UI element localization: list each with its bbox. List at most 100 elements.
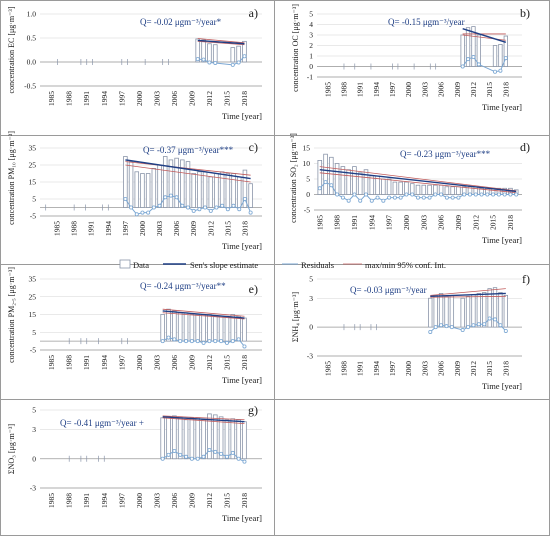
y-tick-label: 5 <box>32 406 36 415</box>
data-bar <box>346 169 351 195</box>
x-tick-label: 2000 <box>135 355 144 370</box>
residual-point <box>160 456 165 461</box>
residual-point <box>189 339 194 344</box>
data-bar <box>329 156 334 195</box>
data-bar <box>197 171 202 208</box>
y-tick-label: 25 <box>29 161 37 170</box>
conf-lower-line <box>125 164 251 183</box>
residual-point <box>224 454 229 459</box>
data-bar <box>207 43 212 63</box>
x-tick-label: 1988 <box>333 215 342 230</box>
x-tick-label: 2009 <box>187 355 196 370</box>
data-bar <box>172 415 177 460</box>
y-tick-label: -5 <box>304 206 310 215</box>
x-tick-label: 2012 <box>469 361 478 376</box>
x-tick-label: 1985 <box>323 82 332 97</box>
x-axis-label: Time [year] <box>222 111 262 121</box>
residual-point <box>460 328 465 333</box>
residual-point <box>242 196 247 201</box>
data-bar <box>498 292 503 328</box>
data-bar <box>212 44 218 63</box>
x-tick-label: 2009 <box>454 215 463 230</box>
x-tick-label: 2003 <box>152 355 161 370</box>
residual-point <box>230 62 235 67</box>
x-tick-label: 2000 <box>135 91 144 106</box>
data-bar <box>392 181 398 195</box>
x-tick-label: 1985 <box>47 355 56 370</box>
x-tick-label: 2015 <box>485 82 494 97</box>
legend: Data Sen's slope estimate Residuals max/… <box>119 259 446 270</box>
conf-lower-line <box>319 172 517 194</box>
sen-slope-line <box>430 292 506 298</box>
residual-point <box>225 207 230 212</box>
conf-upper-line <box>162 308 245 317</box>
x-tick-label: 2012 <box>206 221 215 236</box>
residual-point <box>503 56 508 61</box>
y-tick-label: 25 <box>29 292 37 301</box>
residual-point <box>236 337 241 342</box>
data-bar <box>465 295 471 328</box>
data-bar <box>503 294 508 328</box>
y-tick-label: -1 <box>307 73 313 82</box>
data-bar <box>428 297 433 328</box>
data-bar <box>386 178 392 195</box>
residual-point <box>410 192 415 197</box>
panel-label: g) <box>248 403 258 417</box>
residual-point <box>317 186 322 191</box>
data-bar <box>123 156 128 208</box>
conf-lower-line <box>430 295 506 298</box>
x-tick-label: 2018 <box>501 82 510 97</box>
legend-sen-label: Sen's slope estimate <box>190 260 258 270</box>
residual-point <box>460 64 465 69</box>
data-bar <box>160 417 165 460</box>
residual-point <box>476 62 481 67</box>
residual-point <box>450 195 455 200</box>
x-tick-label: 2003 <box>420 361 429 376</box>
x-tick-label: 2018 <box>240 91 249 106</box>
residual-point <box>201 454 206 459</box>
residual-point <box>189 456 194 461</box>
residual-point <box>514 192 519 197</box>
residual-point <box>467 192 472 197</box>
x-tick-label: 1991 <box>356 82 365 97</box>
data-bar <box>363 169 369 195</box>
x-tick-label: 2009 <box>189 221 198 236</box>
x-tick-label: 2015 <box>222 91 231 106</box>
data-bar <box>151 167 157 208</box>
panel-label: c) <box>249 140 258 154</box>
residual-point <box>421 195 426 200</box>
x-tick-label: 1997 <box>121 221 130 236</box>
residual-point <box>323 180 328 185</box>
data-bar <box>236 45 241 63</box>
x-tick-label: 2009 <box>453 82 462 97</box>
y-tick-label: 5 <box>32 328 36 337</box>
residual-point <box>207 339 212 344</box>
data-bar <box>219 171 225 208</box>
residual-point <box>498 68 503 73</box>
data-bar <box>214 173 219 208</box>
data-bar <box>476 293 481 328</box>
y-tick-label: 3 <box>32 425 36 434</box>
x-tick-label: 1985 <box>47 493 56 508</box>
data-bar <box>492 45 498 67</box>
x-axis-label: Time [year] <box>482 102 522 112</box>
residual-point <box>237 207 242 212</box>
y-tick-label: 5 <box>32 195 36 204</box>
trend-annotation: Q= -0.02 μgm⁻³/year* <box>140 17 222 27</box>
sen-slope-line <box>319 169 517 193</box>
residual-point <box>123 196 128 201</box>
panel-label: b) <box>520 6 530 20</box>
data-bar <box>438 293 444 328</box>
trend-annotation: Q= -0.41 μgm⁻³/year + <box>60 418 144 428</box>
y-tick-label: 2 <box>309 41 313 50</box>
y-tick-label: 5 <box>309 10 313 19</box>
data-bar <box>189 417 195 460</box>
data-bar <box>433 294 438 328</box>
data-bar <box>180 159 185 208</box>
conf-upper-line <box>430 288 506 296</box>
x-tick-label: 2000 <box>404 82 413 97</box>
data-bar <box>415 184 421 195</box>
y-axis-label: concentration OC [μg·m⁻³] <box>291 4 300 92</box>
residual-point <box>485 192 490 197</box>
data-bar <box>444 186 450 195</box>
